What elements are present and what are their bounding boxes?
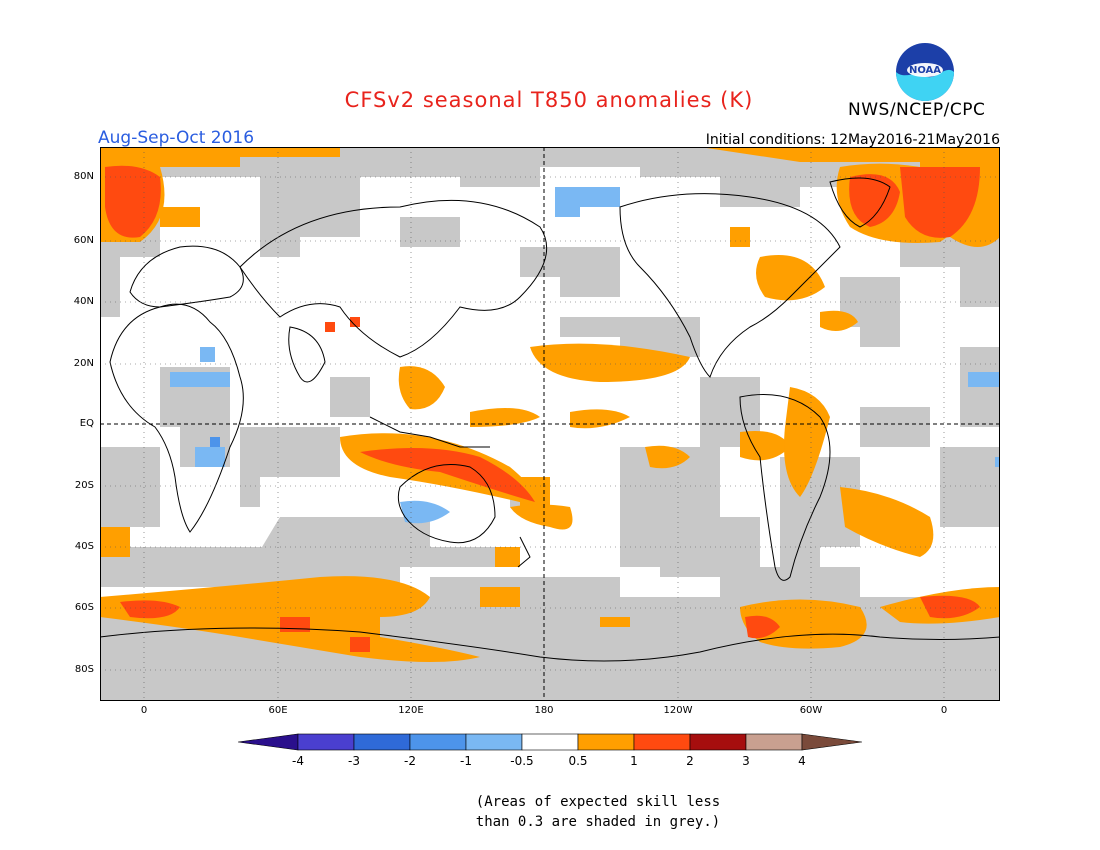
colorbar-label-pos4: 4 <box>798 754 806 768</box>
equator-dateline <box>100 147 1000 701</box>
colorbar-label-pos2: 2 <box>686 754 694 768</box>
skill-note-line1: (Areas of expected skill less <box>475 794 721 810</box>
colorbar-bin-1 <box>297 733 355 751</box>
colorbar-label-neg05: -0.5 <box>510 754 534 768</box>
colorbar-bin-8 <box>689 733 747 751</box>
colorbar-label-pos05: 0.5 <box>568 754 588 768</box>
skill-note: (Areas of expected skill less than 0.3 a… <box>0 792 1100 832</box>
colorbar-label-neg2: -2 <box>404 754 416 768</box>
initial-conditions-label: Initial conditions: 12May2016-21May2016 <box>705 132 1000 148</box>
colorbar <box>238 733 862 751</box>
colorbar-label-neg1: -1 <box>460 754 472 768</box>
lon-label-180: 180 <box>534 705 554 716</box>
agency-label: NWS/NCEP/CPC <box>848 100 986 120</box>
noaa-logo: NOAA <box>896 43 954 101</box>
lon-label-120e: 120E <box>398 705 424 716</box>
lat-label-40s: 40S <box>74 541 94 552</box>
colorbar-bin-9 <box>745 733 803 751</box>
lon-label-60e: 60E <box>268 705 288 716</box>
colorbar-arrow-right <box>801 733 862 751</box>
colorbar-bin-2 <box>353 733 411 751</box>
lon-label-60w: 60W <box>799 705 823 716</box>
lon-label-120w: 120W <box>663 705 693 716</box>
coastlines <box>100 177 1000 662</box>
lat-label-60s: 60S <box>74 602 94 613</box>
lon-label-0: 0 <box>140 705 148 716</box>
lon-label-0-right: 0 <box>940 705 948 716</box>
lat-label-20n: 20N <box>73 358 94 369</box>
anomaly-map <box>100 147 1000 701</box>
map-title: CFSv2 seasonal T850 anomalies (K) <box>344 88 754 112</box>
lat-label-20s: 20S <box>74 480 94 491</box>
lat-label-60n: 60N <box>73 235 94 246</box>
colorbar-label-neg4: -4 <box>292 754 304 768</box>
colorbar-label-pos3: 3 <box>742 754 750 768</box>
colorbar-label-pos1: 1 <box>630 754 638 768</box>
season-label: Aug-Sep-Oct 2016 <box>98 128 255 148</box>
colorbar-arrow-left <box>238 733 299 751</box>
colorbar-bin-3 <box>409 733 467 751</box>
strong-anomaly-areas <box>105 165 980 652</box>
graticule <box>100 147 1000 701</box>
colorbar-bin-5 <box>521 733 579 751</box>
lat-label-40n: 40N <box>73 296 94 307</box>
lat-label-80s: 80S <box>74 664 94 675</box>
lat-label-eq: EQ <box>79 418 94 429</box>
noaa-logo-text: NOAA <box>909 65 941 76</box>
negative-anomaly-areas <box>170 187 1000 524</box>
colorbar-label-neg3: -3 <box>348 754 360 768</box>
lat-label-80n: 80N <box>73 171 94 182</box>
colorbar-bin-4 <box>465 733 523 751</box>
colorbar-bin-6 <box>577 733 635 751</box>
colorbar-bin-7 <box>633 733 691 751</box>
skill-note-line2: than 0.3 are shaded in grey.) <box>475 814 721 830</box>
